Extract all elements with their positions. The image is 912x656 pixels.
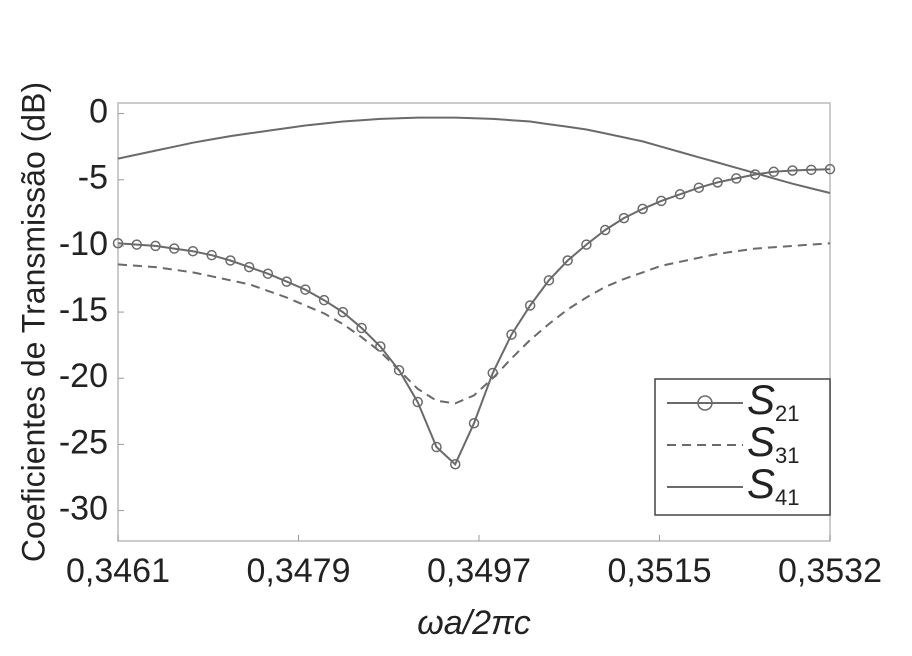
data-point — [449, 459, 461, 470]
data-point — [131, 239, 143, 250]
y-tick-label: -5 — [78, 159, 108, 197]
data-point — [169, 243, 180, 254]
series-line — [117, 116, 831, 194]
data-point — [693, 182, 705, 193]
legend-label: S21 — [747, 376, 800, 426]
x-tick-label: 0,3515 — [608, 552, 712, 590]
x-axis-label: ωa/2πc — [417, 604, 531, 642]
legend-box — [654, 378, 831, 516]
legend-marker — [697, 395, 713, 411]
legend-label-sub: 41 — [775, 485, 799, 510]
data-point — [581, 239, 592, 250]
data-point — [468, 417, 480, 429]
data-point — [506, 329, 517, 340]
data-point — [674, 189, 686, 200]
legend-label: S41 — [747, 460, 800, 510]
x-tick-label: 0,3461 — [66, 552, 170, 590]
data-point — [112, 238, 124, 249]
data-point — [150, 240, 161, 252]
data-point — [824, 163, 836, 175]
data-point — [300, 284, 311, 295]
data-point — [225, 255, 236, 266]
x-tick-label: 0,3479 — [247, 552, 351, 590]
legend-label-main: S — [747, 460, 775, 507]
data-point — [375, 341, 386, 352]
data-point — [431, 441, 442, 453]
data-point — [243, 261, 255, 273]
data-point — [206, 249, 217, 261]
legend-label-sub: 21 — [775, 401, 799, 426]
data-point — [731, 173, 742, 184]
data-point — [637, 203, 648, 215]
y-axis-label: Coeficientes de Transmissão (dB) — [15, 82, 51, 562]
data-point — [618, 212, 630, 224]
data-point — [356, 322, 367, 334]
data-point — [712, 177, 723, 188]
series-line — [117, 242, 831, 405]
legend-label-main: S — [747, 418, 775, 465]
data-point — [262, 268, 274, 279]
data-point — [543, 275, 555, 286]
y-tick-label: 0 — [89, 93, 108, 131]
data-point — [412, 396, 423, 408]
series-line — [117, 168, 831, 466]
x-tick-label: 0,3497 — [427, 552, 531, 590]
y-tick-label: -25 — [59, 423, 108, 461]
y-tick-label: -15 — [59, 291, 108, 329]
data-point — [318, 294, 330, 306]
data-point — [337, 306, 349, 318]
data-point — [524, 300, 536, 311]
data-point — [393, 365, 405, 376]
data-point — [656, 195, 667, 207]
data-point — [599, 224, 611, 236]
y-tick-label: -30 — [59, 490, 108, 528]
plot-frame — [117, 102, 831, 542]
x-tick-label: 0,3532 — [778, 552, 882, 590]
data-point — [768, 166, 779, 178]
legend-label-sub: 31 — [775, 443, 799, 468]
legend-label-main: S — [747, 376, 775, 423]
legend-label: S31 — [747, 418, 800, 468]
data-point — [281, 276, 292, 287]
y-tick-label: -10 — [59, 225, 108, 263]
data-point — [787, 165, 798, 176]
y-tick-label: -20 — [59, 357, 108, 395]
data-point — [805, 164, 817, 176]
data-point — [187, 245, 199, 257]
data-point — [562, 255, 573, 266]
